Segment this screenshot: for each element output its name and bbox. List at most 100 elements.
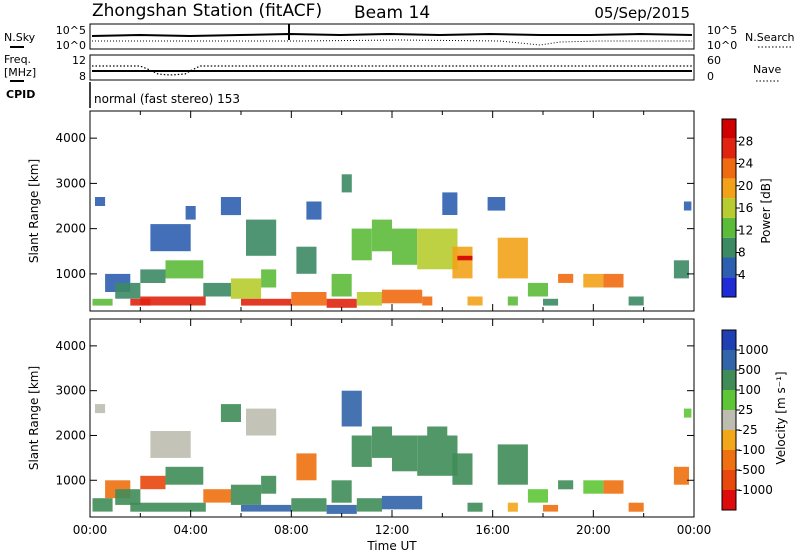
velocity-colorbar-tick-label: 100 — [738, 383, 761, 397]
power-cell — [452, 246, 473, 279]
velocity-cell — [507, 502, 518, 512]
nsearch-tick-low: 10^0 — [707, 39, 737, 52]
power-colorbar-segment — [722, 257, 736, 278]
velocity-colorbar-segment — [722, 470, 736, 490]
time-tick-label: 00:00 — [677, 523, 712, 537]
velocity-cell — [467, 502, 483, 512]
nsky-trace — [91, 32, 693, 38]
velocity-colorbar-tick-label: -100 — [738, 443, 765, 457]
velocity-colorbar: -1000 -500 -100 -25 25 100 500 1000 — [721, 329, 773, 511]
velocity-colorbar-frame — [721, 329, 737, 511]
power-cell — [341, 174, 352, 193]
power-cell — [115, 282, 141, 299]
nsky-panel: N.Sky 10^5 10^0 10^5 10^0 N.Search — [4, 23, 795, 52]
power-cells — [92, 174, 692, 308]
velocity-cell — [246, 408, 277, 436]
velocity-cell — [230, 484, 262, 505]
power-colorbar-label: Power [dB] — [759, 178, 773, 243]
velocity-cell — [95, 404, 106, 414]
velocity-colorbar-segment — [722, 430, 736, 450]
power-cell — [165, 260, 204, 279]
power-cell — [241, 298, 292, 306]
freq-label-line1: Freq. — [4, 53, 31, 66]
power-colorbar-tick-label: 4 — [738, 268, 746, 282]
velocity-cell — [427, 426, 448, 436]
power-cell — [673, 260, 689, 279]
nave-tick-high: 60 — [707, 54, 721, 67]
power-cell — [417, 228, 458, 270]
freq-frame — [89, 54, 695, 81]
power-cell — [583, 273, 604, 288]
power-cell — [467, 296, 483, 306]
velocity-cell — [130, 502, 206, 512]
velocity-cell — [203, 489, 231, 503]
velocity-colorbar-tick-label: -1000 — [738, 483, 773, 497]
power-y-tick-label: 2000 — [55, 222, 86, 236]
velocity-colorbar-segment — [722, 350, 736, 370]
velocity-y-tick-label: 3000 — [55, 384, 86, 398]
nsearch-tick-high: 10^5 — [707, 24, 737, 37]
velocity-colorbar-tick-label: -25 — [738, 423, 758, 437]
velocity-cell — [603, 480, 624, 494]
power-colorbar-tick-label: 8 — [738, 246, 746, 260]
velocity-colorbar-segment — [722, 490, 736, 510]
nave-trace — [92, 65, 692, 76]
velocity-y-tick-label: 4000 — [55, 339, 86, 353]
velocity-colorbar-segment — [722, 370, 736, 390]
velocity-colorbar-tick-label: 1000 — [738, 343, 769, 357]
power-cell — [331, 273, 352, 297]
velocity-cell — [558, 480, 574, 490]
velocity-cells — [92, 390, 692, 514]
time-tick-label: 04:00 — [173, 523, 208, 537]
velocity-cell — [381, 495, 423, 510]
velocity-panel: 1000 2000 3000 4000 00:00 04:00 08:00 12:00 16:… — [27, 318, 788, 553]
power-cell — [487, 197, 506, 211]
power-y-tick-label: 1000 — [55, 267, 86, 281]
station-title: Zhongshan Station (fitACF) — [92, 1, 322, 21]
power-cell — [351, 228, 372, 261]
power-cell — [185, 206, 196, 220]
power-cell — [381, 289, 423, 304]
velocity-cell — [351, 435, 372, 467]
power-cell — [422, 296, 433, 306]
time-tick-label: 12:00 — [375, 523, 410, 537]
power-cell — [356, 292, 382, 306]
power-cell — [683, 201, 692, 211]
power-cell — [306, 201, 322, 220]
power-colorbar-segment — [722, 119, 736, 139]
beam-label: Beam 14 — [354, 3, 430, 23]
power-cell — [497, 237, 528, 279]
power-cell — [326, 298, 357, 308]
power-cell — [140, 269, 166, 283]
power-cell — [140, 296, 206, 306]
power-cell — [150, 224, 191, 252]
velocity-colorbar-segment — [722, 330, 736, 350]
velocity-cell — [150, 431, 191, 458]
velocity-cell — [628, 502, 644, 512]
velocity-cell — [241, 504, 292, 512]
velocity-cell — [497, 444, 528, 485]
power-ylabel: Slant Range [km] — [27, 159, 41, 263]
velocity-cell — [296, 453, 317, 481]
power-cell — [527, 282, 548, 297]
nsearch-trace — [92, 39, 692, 46]
velocity-cell — [331, 480, 352, 503]
nave-tick-low: 0 — [707, 70, 714, 83]
velocity-y-axis: 1000 2000 3000 4000 — [55, 339, 694, 487]
power-cell — [543, 298, 559, 306]
velocity-cell — [452, 453, 473, 485]
velocity-cell — [326, 504, 357, 514]
power-colorbar-segment — [722, 138, 736, 159]
power-colorbar-tick-label: 28 — [738, 134, 753, 148]
velocity-cell — [673, 466, 689, 485]
velocity-y-tick-label: 1000 — [55, 473, 86, 487]
nsky-tick-low: 10^0 — [56, 39, 86, 52]
velocity-cell — [683, 408, 692, 418]
freq-tick-low: 8 — [79, 70, 86, 83]
time-tick-label: 20:00 — [576, 523, 611, 537]
velocity-cell — [543, 504, 559, 512]
power-cell — [230, 278, 262, 299]
power-colorbar-segment — [722, 217, 736, 238]
power-cell — [507, 296, 518, 306]
